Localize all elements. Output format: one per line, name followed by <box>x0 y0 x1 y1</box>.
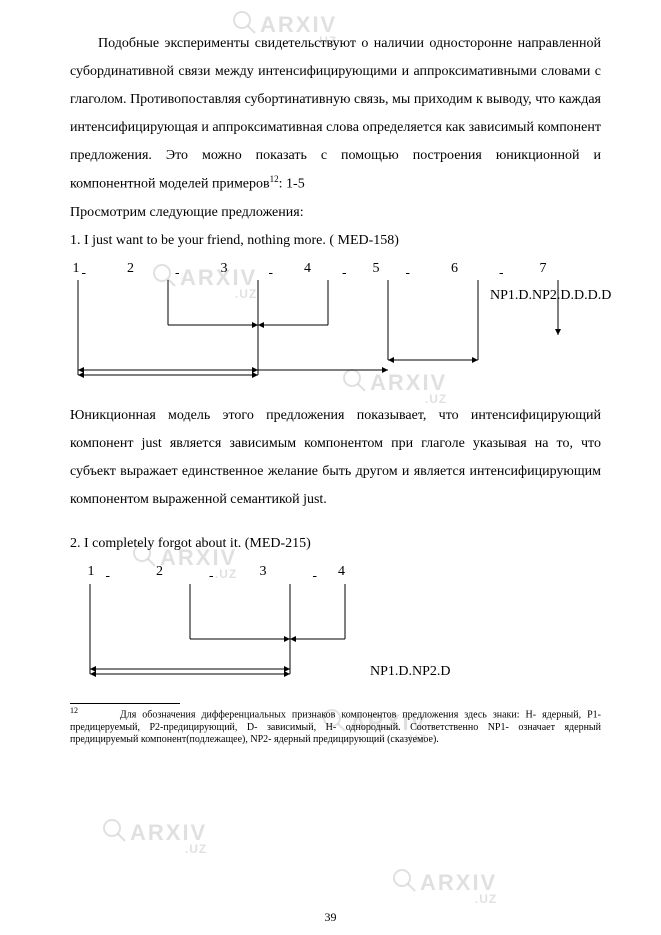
footnote-rule <box>70 703 180 704</box>
watermark: ARXIV .UZ <box>130 820 207 856</box>
para1-text-a: Подобные эксперименты свидетельствуют о … <box>70 36 601 192</box>
footnote-ref: 12 <box>270 174 279 184</box>
d1-n2: 2 <box>86 259 176 279</box>
diagram-2: NP1.D.NP2.D <box>70 584 601 689</box>
footnote: 12 Для обозначения дифференциальных приз… <box>70 706 601 747</box>
watermark-suffix: .UZ <box>420 892 497 906</box>
d2-n3: 3 <box>213 562 313 582</box>
page-number: 39 <box>0 910 661 925</box>
diagram2-numbers: 1 2 3 4 <box>70 562 601 582</box>
footnote-text: Для обозначения дифференциальных признак… <box>70 709 601 745</box>
diagram2-svg <box>70 584 590 684</box>
paragraph-3: Юникционная модель этого предложения пок… <box>70 402 601 514</box>
d1-n7: 7 <box>503 259 583 279</box>
d1-n4: 4 <box>273 259 343 279</box>
watermark-text: ARXIV <box>420 870 497 895</box>
watermark-text: ARXIV <box>130 820 207 845</box>
magnifier-icon <box>390 866 418 894</box>
magnifier-icon <box>100 816 128 844</box>
d1-n5: 5 <box>346 259 406 279</box>
d1-n3: 3 <box>179 259 269 279</box>
d1-n6: 6 <box>410 259 500 279</box>
d2-n4: 4 <box>317 562 367 582</box>
d1-n1: 1 <box>70 259 82 279</box>
footnote-number: 12 <box>70 706 78 715</box>
page: ARXIV .UZ ARXIV .UZ ARXIV .UZ ARXIV .UZ … <box>0 0 661 935</box>
watermark-suffix: .UZ <box>130 842 207 856</box>
d2-n2: 2 <box>110 562 210 582</box>
diagram-1: NP1.D.NP2.D.D.D.D <box>70 280 601 390</box>
diagram1-numbers: 1 2 3 4 5 6 7 <box>70 259 601 279</box>
d2-n1: 1 <box>76 562 106 582</box>
example-1-sentence: 1. I just want to be your friend, nothin… <box>70 227 601 255</box>
paragraph-1: Подобные эксперименты свидетельствуют о … <box>70 30 601 199</box>
watermark: ARXIV .UZ <box>420 870 497 906</box>
diagram2-formula: NP1.D.NP2.D <box>370 664 451 680</box>
para1-text-b: : 1-5 <box>279 177 305 192</box>
paragraph-2: Просмотрим следующие предложения: <box>70 199 601 227</box>
example-2-sentence: 2. I completely forgot about it. (MED-21… <box>70 530 601 558</box>
diagram1-formula: NP1.D.NP2.D.D.D.D <box>490 288 611 304</box>
